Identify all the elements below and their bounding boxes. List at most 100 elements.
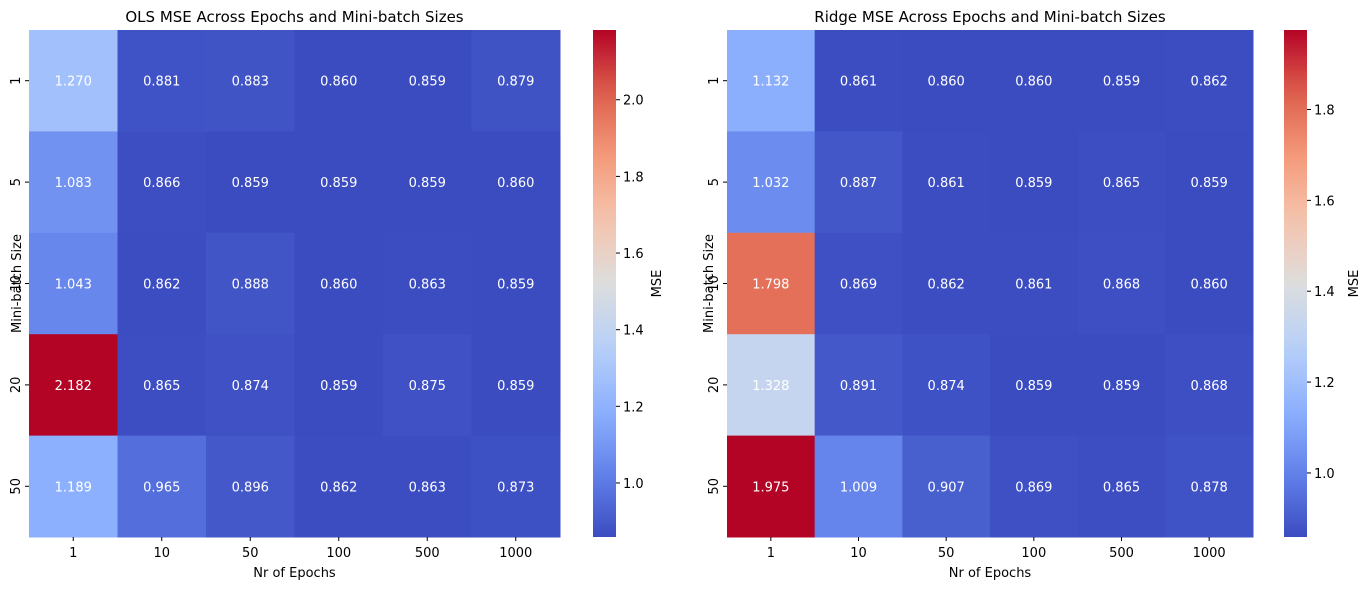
heatmap-cell	[29, 30, 118, 132]
heatmap-cell	[902, 334, 991, 437]
heatmap-cell	[206, 30, 295, 132]
cell-value-label: 0.861	[840, 75, 877, 90]
x-axis-label: Nr of Epochs	[949, 566, 1032, 581]
heatmap-cell	[471, 131, 561, 234]
cell-value-label: 0.865	[143, 379, 180, 394]
y-tick-label: 50	[707, 478, 722, 495]
heatmap-cell	[902, 131, 991, 234]
cell-value-label: 0.859	[232, 176, 269, 191]
cell-value-label: 0.861	[928, 176, 965, 191]
heatmap-cell	[117, 131, 207, 234]
cell-value-label: 0.862	[143, 278, 180, 293]
cell-value-label: 0.868	[1191, 379, 1228, 394]
heatmap-cell	[990, 232, 1079, 335]
y-tick-label: 5	[9, 178, 24, 186]
cell-value-label: 0.891	[840, 379, 877, 394]
heatmap-cell	[814, 131, 903, 234]
heatmap-cell	[727, 334, 816, 437]
y-axis-label: Mini-batch Size	[10, 234, 25, 333]
cell-value-label: 0.869	[840, 278, 877, 293]
cell-value-label: 1.270	[55, 75, 92, 90]
y-tick-label: 1	[707, 77, 722, 85]
ridge-heatmap-panel: Ridge MSE Across Epochs and Mini-batch S…	[702, 8, 1362, 581]
heatmap-cell	[294, 435, 384, 538]
cell-value-label: 1.032	[752, 176, 789, 191]
cell-value-label: 0.878	[1191, 480, 1228, 495]
heatmap-cell	[1165, 30, 1254, 132]
x-tick-label: 500	[415, 546, 440, 561]
heatmap-cell	[29, 232, 118, 335]
heatmap-cell	[902, 232, 991, 335]
heatmap-cell	[990, 30, 1079, 132]
cell-value-label: 0.860	[497, 176, 534, 191]
colorbar-label: MSE	[650, 270, 665, 298]
heatmap-cell	[471, 30, 561, 132]
cell-value-label: 0.965	[143, 480, 180, 495]
cell-value-label: 0.859	[497, 278, 534, 293]
cell-value-label: 0.883	[232, 75, 269, 90]
heatmap-cell	[990, 435, 1079, 538]
heatmap-cell	[29, 435, 118, 538]
heatmap-cell	[1165, 232, 1254, 335]
cell-value-label: 0.865	[1103, 176, 1140, 191]
heatmap-cell	[383, 435, 472, 538]
heatmap-cell	[383, 334, 472, 437]
cell-value-label: 0.860	[1191, 278, 1228, 293]
heatmap-cell	[29, 334, 118, 437]
y-tick-label: 20	[707, 377, 722, 394]
y-tick-label: 10	[707, 275, 722, 292]
cell-value-label: 0.860	[320, 278, 357, 293]
x-tick-label: 10	[153, 546, 170, 561]
cell-value-label: 0.863	[409, 480, 446, 495]
cell-value-label: 0.859	[1103, 379, 1140, 394]
cell-value-label: 0.888	[232, 278, 269, 293]
cell-value-label: 0.887	[840, 176, 877, 191]
x-tick-label: 500	[1109, 546, 1134, 561]
chart-title: Ridge MSE Across Epochs and Mini-batch S…	[814, 8, 1166, 26]
colorbar-tick-label: 1.8	[1314, 104, 1335, 119]
x-tick-label: 1	[767, 546, 775, 561]
cell-value-label: 0.861	[1015, 278, 1052, 293]
y-tick-label: 1	[9, 77, 24, 85]
cell-value-label: 0.874	[232, 379, 269, 394]
cell-value-label: 0.907	[928, 480, 965, 495]
cell-value-label: 0.896	[232, 480, 269, 495]
heatmap-cell	[294, 30, 384, 132]
chart-title: OLS MSE Across Epochs and Mini-batch Siz…	[125, 8, 463, 26]
cell-value-label: 0.860	[320, 75, 357, 90]
colorbar-tick-label: 1.4	[1314, 285, 1335, 300]
cell-value-label: 0.873	[497, 480, 534, 495]
cell-value-label: 0.860	[1015, 75, 1052, 90]
cell-value-label: 1.043	[55, 278, 92, 293]
colorbar-tick-label: 1.2	[1314, 376, 1335, 391]
colorbar	[1284, 30, 1307, 537]
heatmap-cell	[383, 232, 472, 335]
heatmap-cell	[814, 30, 903, 132]
heatmap-cell	[1165, 131, 1254, 234]
y-tick-label: 10	[9, 275, 24, 292]
y-tick-label: 5	[707, 178, 722, 186]
heatmap-cell	[117, 232, 207, 335]
cell-value-label: 0.859	[409, 176, 446, 191]
cell-value-label: 2.182	[55, 379, 92, 394]
colorbar	[593, 30, 616, 537]
cell-value-label: 1.328	[752, 379, 789, 394]
x-tick-label: 100	[326, 546, 351, 561]
y-axis-label: Mini-batch Size	[702, 234, 717, 333]
cell-value-label: 1.189	[55, 480, 92, 495]
x-tick-label: 50	[242, 546, 259, 561]
heatmap-cell	[471, 232, 561, 335]
colorbar-tick-label: 1.2	[623, 400, 644, 415]
heatmap-cell	[383, 131, 472, 234]
cell-value-label: 0.875	[409, 379, 446, 394]
cell-value-label: 0.862	[320, 480, 357, 495]
cell-value-label: 0.862	[1191, 75, 1228, 90]
y-tick-label: 50	[9, 478, 24, 495]
cell-value-label: 0.862	[928, 278, 965, 293]
cell-value-label: 0.863	[409, 278, 446, 293]
heatmap-cell	[990, 334, 1079, 437]
cell-value-label: 1.975	[752, 480, 789, 495]
cell-value-label: 0.865	[1103, 480, 1140, 495]
heatmap-cell	[1077, 334, 1166, 437]
heatmap-cell	[727, 30, 816, 132]
